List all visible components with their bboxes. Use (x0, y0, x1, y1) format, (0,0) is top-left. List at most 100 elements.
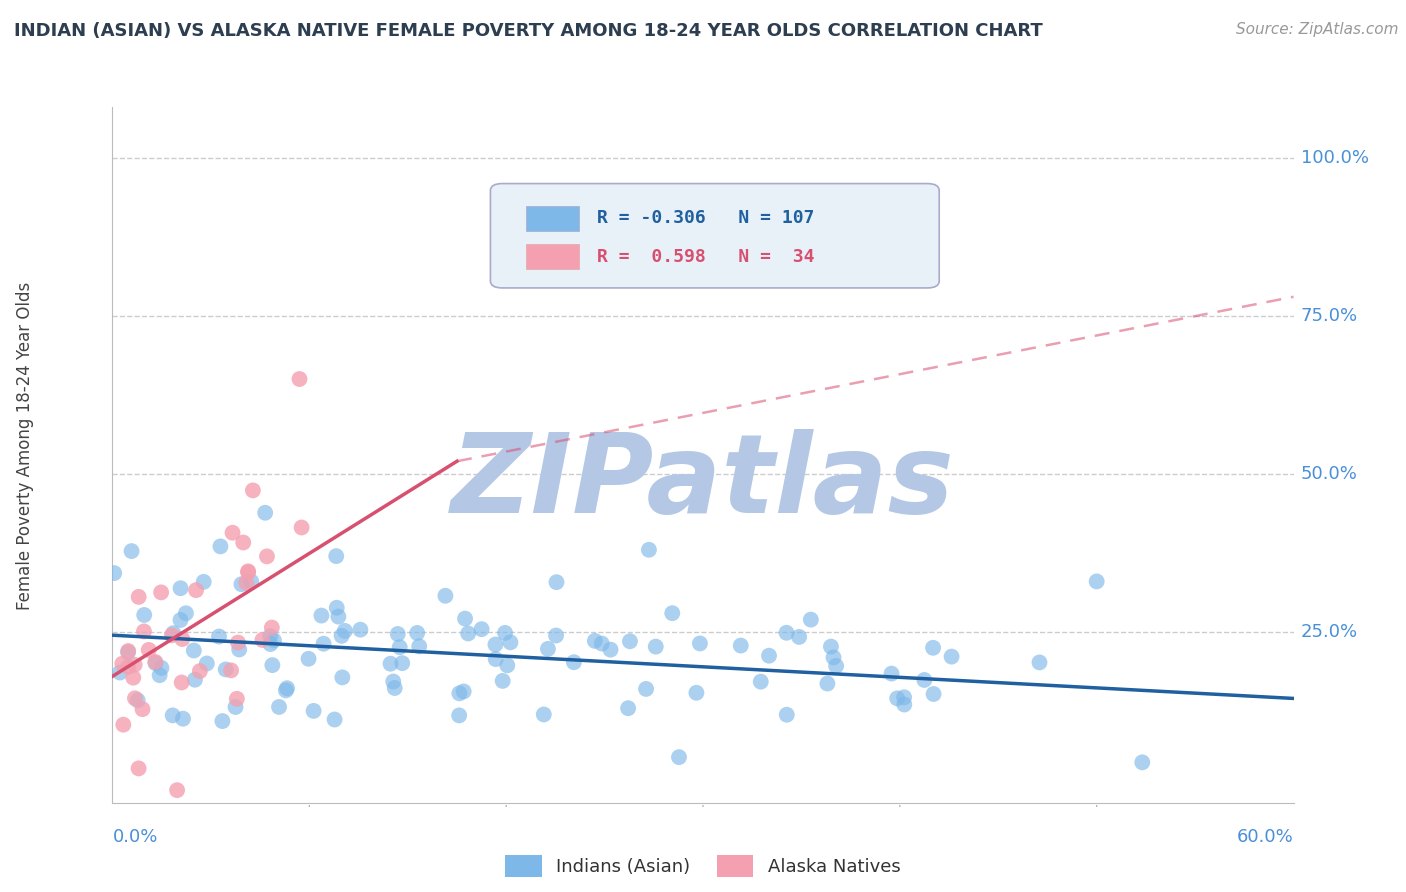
Point (775, 625, 797, 640)
Point (215, 662, 238, 676)
Point (454, 612, 477, 626)
Point (117, 644, 139, 658)
Point (1028, 656, 1050, 670)
Point (117, 660, 139, 674)
Point (254, 506, 277, 520)
Point (162, 708, 184, 723)
Point (128, 590, 150, 604)
Point (494, 626, 516, 640)
Point (406, 626, 429, 640)
Point (162, 626, 184, 640)
Point (256, 549, 278, 564)
Text: R =  0.598   N =  34: R = 0.598 N = 34 (596, 248, 814, 266)
FancyBboxPatch shape (491, 184, 939, 288)
Text: R = -0.306   N = 107: R = -0.306 N = 107 (596, 210, 814, 227)
Point (457, 626, 479, 640)
Point (103, 566, 125, 580)
Point (124, 691, 146, 706)
Point (546, 575, 568, 590)
Point (169, 581, 191, 595)
Point (127, 693, 149, 707)
Point (449, 708, 471, 723)
Point (225, 700, 247, 714)
Point (160, 628, 183, 642)
Text: 50.0%: 50.0% (1301, 465, 1357, 483)
Point (193, 574, 215, 589)
Point (1130, 756, 1153, 770)
Point (252, 632, 274, 647)
Point (758, 648, 780, 663)
Point (408, 640, 430, 654)
Point (183, 643, 205, 657)
Point (145, 656, 167, 670)
Point (323, 713, 346, 727)
Point (453, 684, 475, 698)
Point (326, 600, 349, 615)
Point (232, 535, 254, 549)
Point (485, 652, 508, 666)
Point (211, 714, 233, 728)
Point (330, 670, 353, 684)
Point (172, 712, 194, 726)
Text: INDIAN (ASIAN) VS ALASKA NATIVE FEMALE POVERTY AMONG 18-24 YEAR OLDS CORRELATION: INDIAN (ASIAN) VS ALASKA NATIVE FEMALE P… (14, 22, 1043, 40)
Point (143, 655, 166, 669)
Point (496, 658, 519, 673)
Text: ZIPatlas: ZIPatlas (451, 429, 955, 536)
Point (484, 638, 506, 652)
Point (562, 655, 585, 669)
Text: 75.0%: 75.0% (1301, 307, 1358, 325)
Point (124, 657, 146, 672)
Point (382, 674, 405, 689)
Point (172, 632, 194, 646)
Point (111, 657, 134, 671)
Point (825, 659, 848, 673)
Point (499, 635, 522, 649)
Point (388, 640, 411, 655)
Point (449, 686, 471, 700)
Point (599, 642, 621, 657)
Point (434, 589, 457, 603)
Text: 0.0%: 0.0% (112, 828, 157, 847)
Point (391, 656, 413, 670)
Point (240, 574, 263, 589)
Point (325, 549, 347, 563)
Point (730, 639, 752, 653)
Text: 60.0%: 60.0% (1237, 828, 1294, 847)
Point (638, 542, 661, 557)
Point (387, 627, 409, 641)
Point (922, 687, 945, 701)
Point (226, 635, 249, 649)
Point (380, 657, 402, 671)
Point (184, 583, 207, 598)
Point (228, 642, 250, 657)
Point (537, 641, 560, 656)
Point (619, 634, 641, 648)
Point (591, 636, 613, 650)
Point (912, 673, 935, 687)
Point (188, 664, 211, 678)
Point (276, 681, 298, 696)
Point (941, 649, 963, 664)
Text: Female Poverty Among 18-24 Year Olds: Female Poverty Among 18-24 Year Olds (17, 282, 34, 610)
Point (174, 607, 197, 621)
Text: 100.0%: 100.0% (1301, 149, 1368, 167)
Text: 25.0%: 25.0% (1301, 623, 1358, 641)
Point (208, 630, 231, 644)
Point (787, 630, 810, 644)
Point (636, 681, 658, 696)
Bar (526, 206, 579, 230)
Point (1085, 574, 1108, 589)
Point (134, 607, 156, 622)
Point (533, 707, 555, 722)
Point (685, 686, 707, 700)
Legend: Indians (Asian), Alaska Natives: Indians (Asian), Alaska Natives (498, 847, 908, 884)
Point (195, 657, 218, 671)
Point (108, 665, 131, 680)
Point (288, 372, 311, 386)
Point (815, 676, 838, 690)
Point (922, 640, 945, 655)
Point (689, 636, 711, 650)
Point (263, 633, 285, 648)
Point (893, 698, 915, 712)
Point (242, 483, 264, 498)
